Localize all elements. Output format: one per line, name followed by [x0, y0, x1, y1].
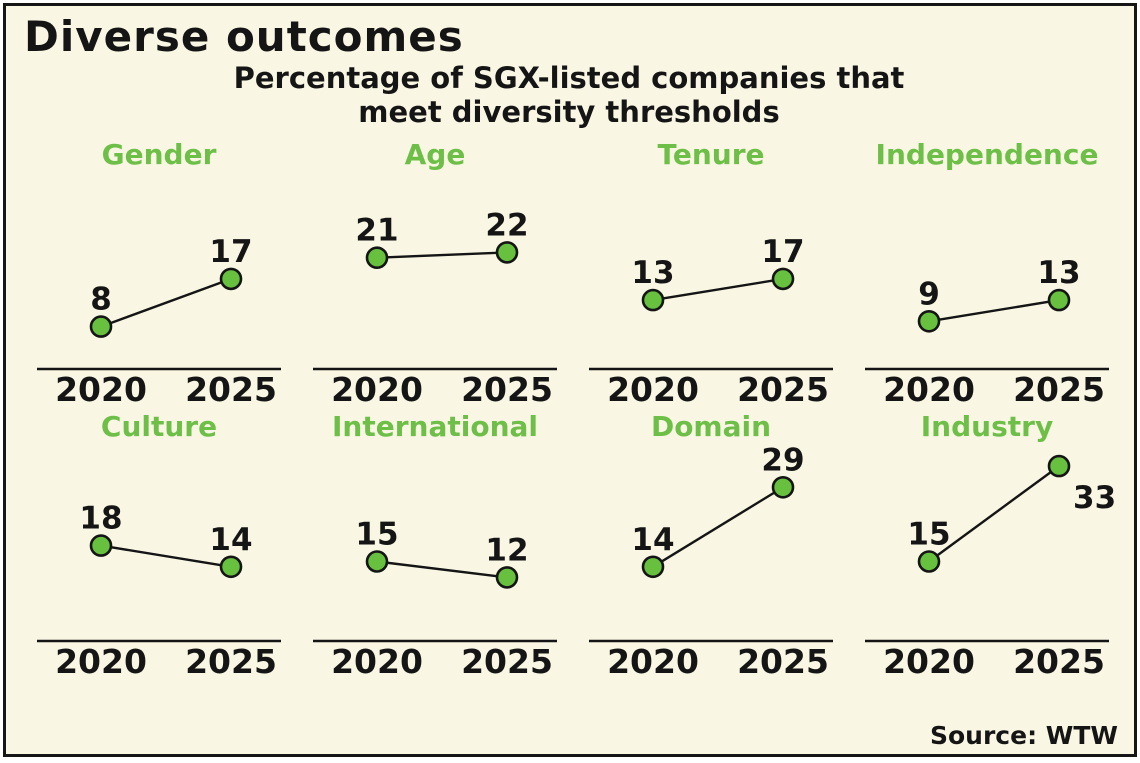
value-label: 17 [761, 234, 804, 270]
data-point [1047, 288, 1071, 312]
tick-label: 2020 [331, 370, 423, 409]
tick-label: 2025 [461, 370, 553, 409]
tick-label: 2025 [737, 642, 829, 681]
panel-title: Domain [650, 409, 772, 443]
data-point [641, 555, 665, 578]
tick-label: 2020 [883, 642, 975, 681]
connector-line [928, 298, 1060, 323]
panel-international: International 15 2020 12 2025 [306, 409, 564, 681]
value-label: 29 [761, 442, 804, 478]
panel-title: Independence [875, 137, 1099, 171]
data-point [89, 534, 113, 557]
value-label: 13 [631, 255, 674, 291]
chart-frame: Diverse outcomes Percentage of SGX-liste… [3, 3, 1137, 757]
data-point [917, 309, 941, 333]
panel-title: Tenure [657, 137, 765, 171]
tick-label: 2020 [55, 642, 147, 681]
panel-chart: 18 2020 14 2025 [37, 500, 281, 681]
panel-chart: 15 2020 12 2025 [313, 516, 557, 681]
panel-age: Age 21 2020 22 2025 [306, 137, 564, 409]
panel-chart: 8 2020 17 2025 [37, 234, 281, 409]
panel-title: Industry [920, 409, 1054, 443]
source-note: Source: WTW [930, 721, 1118, 750]
data-point [219, 555, 243, 578]
value-label: 15 [907, 516, 950, 552]
value-label: 9 [918, 276, 940, 312]
chart-subtitle: Percentage of SGX-listed companies that … [24, 61, 1114, 129]
tick-label: 2025 [737, 370, 829, 409]
panel-title: Gender [101, 137, 217, 171]
data-point [495, 565, 519, 589]
panel-tenure: Tenure 13 2020 17 2025 [582, 137, 840, 409]
chart-subtitle-line2: meet diversity thresholds [358, 94, 780, 129]
value-label: 14 [209, 522, 252, 558]
tick-label: 2025 [185, 370, 277, 409]
data-point [771, 475, 795, 499]
connector-line [652, 277, 784, 302]
panel-chart: 13 2020 17 2025 [589, 234, 833, 409]
panel-gender: Gender 8 2020 17 2025 [30, 137, 288, 409]
data-point [365, 246, 389, 269]
value-label: 8 [90, 281, 112, 317]
value-label: 17 [209, 234, 252, 270]
tick-label: 2020 [331, 642, 423, 681]
chart-subtitle-line1: Percentage of SGX-listed companies that [233, 61, 905, 96]
value-label: 22 [485, 207, 528, 243]
panel-chart: 14 2020 29 2025 [589, 442, 833, 681]
data-point [495, 240, 519, 264]
panel-title: Age [404, 137, 466, 171]
value-label: 21 [355, 213, 398, 249]
panel-chart: 9 2020 13 2025 [865, 255, 1109, 409]
value-label: 12 [485, 532, 528, 568]
panels-grid: Gender 8 2020 17 2025 Age 21 2020 22 2025 Tenure 13… [30, 137, 1116, 681]
data-point [917, 550, 941, 573]
value-label: 14 [631, 522, 674, 558]
data-point [365, 550, 389, 573]
connector-line [928, 465, 1060, 563]
panel-independence: Independence 9 2020 13 2025 [858, 137, 1116, 409]
tick-label: 2025 [1013, 642, 1105, 681]
connector-line [376, 251, 508, 259]
value-label: 15 [355, 516, 398, 552]
connector-line [100, 544, 232, 568]
tick-label: 2025 [1013, 370, 1105, 409]
tick-label: 2020 [883, 370, 975, 409]
panel-title: Culture [100, 409, 218, 443]
data-point [219, 267, 243, 291]
panel-culture: Culture 18 2020 14 2025 [30, 409, 288, 681]
connector-line [100, 277, 232, 328]
value-label: 13 [1037, 255, 1080, 291]
tick-label: 2025 [185, 642, 277, 681]
data-point [771, 267, 795, 291]
data-point [641, 288, 665, 312]
data-point [89, 315, 113, 338]
value-label: 33 [1073, 480, 1116, 516]
panel-industry: Industry 15 2020 33 2025 [858, 409, 1116, 681]
panel-domain: Domain 14 2020 29 2025 [582, 409, 840, 681]
tick-label: 2020 [55, 370, 147, 409]
panel-chart: 15 2020 33 2025 [865, 454, 1116, 681]
tick-label: 2020 [607, 370, 699, 409]
tick-label: 2025 [461, 642, 553, 681]
tick-label: 2020 [607, 642, 699, 681]
connector-line [652, 486, 784, 568]
chart-title: Diverse outcomes [24, 12, 464, 61]
connector-line [376, 560, 508, 579]
panel-chart: 21 2020 22 2025 [313, 207, 557, 409]
panel-title: International [331, 409, 538, 443]
value-label: 18 [79, 500, 122, 536]
data-point [1047, 454, 1071, 478]
